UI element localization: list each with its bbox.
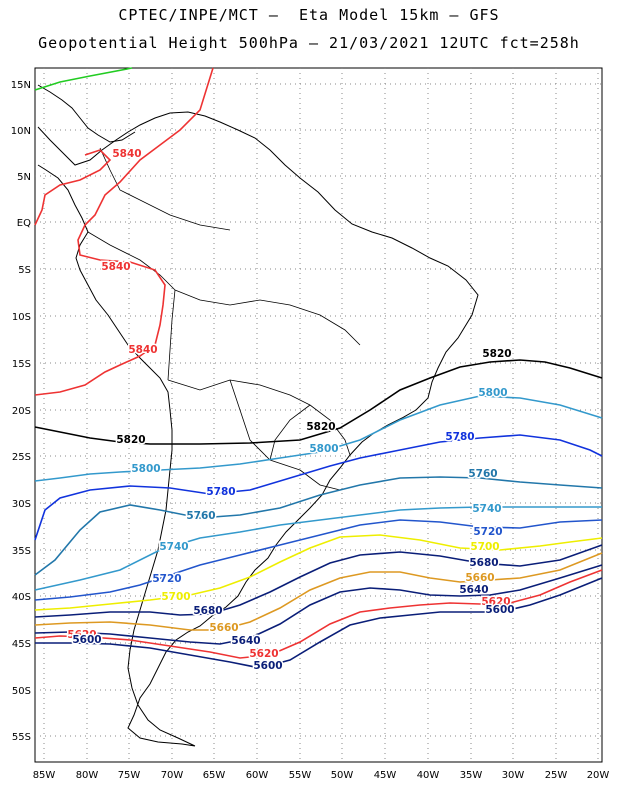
lon-label: 40W (417, 770, 440, 781)
contour-5600 (35, 577, 603, 669)
contour-label-5700: 5700 (161, 591, 190, 603)
contour-label-5700: 5700 (470, 541, 499, 553)
lat-label: 5N (17, 172, 31, 183)
lon-label: 45W (374, 770, 397, 781)
lon-label: 85W (33, 770, 56, 781)
lat-label: 25S (12, 452, 31, 463)
lat-label: 20S (12, 406, 31, 417)
contour-label-5800: 5800 (131, 463, 160, 475)
contour-label-5620: 5620 (481, 596, 510, 608)
contour-5800 (34, 395, 603, 482)
contour-label-5740: 5740 (472, 503, 501, 515)
axis-labels: 15N 10N 5N EQ 5S 10S 15S 20S 25S 30S 35S 40S 45S 50S 5… (11, 80, 610, 781)
central-america (37, 84, 136, 143)
lon-label: 70W (161, 770, 184, 781)
title-line-2: Geopotential Height 500hPa – 21/03/2021 … (38, 34, 580, 52)
lon-label: 25W (545, 770, 568, 781)
lat-label: 10S (12, 312, 31, 323)
contour-label-5800: 5800 (478, 387, 507, 399)
lat-label: 55S (12, 732, 31, 743)
contour-label-5740: 5740 (159, 541, 188, 553)
lat-label: 40S (12, 592, 31, 603)
contour-5680 (34, 544, 603, 618)
contour-label-5600: 5600 (72, 634, 101, 646)
lat-label: 35S (12, 546, 31, 557)
contour-green (34, 67, 133, 91)
contour-label-5800: 5800 (309, 443, 338, 455)
contour-label-5760: 5760 (468, 468, 497, 480)
country-borders (87, 147, 361, 491)
contour-5640 (34, 564, 603, 645)
lon-label: 20W (587, 770, 610, 781)
lon-label: 55W (289, 770, 312, 781)
lon-label: 30W (502, 770, 525, 781)
contour-label-5820: 5820 (306, 421, 335, 433)
contour-label-5660: 5660 (209, 622, 238, 634)
contour-label-5720: 5720 (152, 573, 181, 585)
south-america-coast (37, 111, 479, 747)
contour-label-5680: 5680 (469, 557, 498, 569)
contour-label-5640: 5640 (231, 635, 260, 647)
contour-5720 (34, 519, 603, 601)
coastlines (37, 84, 479, 747)
lon-label: 65W (203, 770, 226, 781)
contour-label-5620: 5620 (67, 629, 96, 641)
lat-label: 10N (11, 126, 31, 137)
lat-label: EQ (17, 218, 31, 229)
lat-label: 45S (12, 639, 31, 650)
contour-label-5600: 5600 (485, 604, 514, 616)
contour-label-5760: 5760 (186, 510, 215, 522)
contour-label-5600: 5600 (253, 660, 282, 672)
contour-5660 (34, 552, 603, 631)
contour-label-5840: 5840 (101, 261, 130, 273)
contour-label-5660: 5660 (465, 572, 494, 584)
lat-label: 15N (11, 80, 31, 91)
contour-label-5780: 5780 (206, 486, 235, 498)
contour-label-5720: 5720 (473, 526, 502, 538)
contour-5760 (34, 476, 603, 576)
contour-label-5820: 5820 (482, 348, 511, 360)
contour-label-5640: 5640 (459, 584, 488, 596)
contour-labels: 5840 5840 5840 5820 5820 5820 5800 5800 5800 5780… (66, 147, 516, 674)
lon-label: 80W (76, 770, 99, 781)
lat-label: 50S (12, 686, 31, 697)
contour-5820 (34, 359, 603, 445)
contour-5780 (34, 434, 603, 541)
contour-label-5780: 5780 (445, 431, 474, 443)
lon-label: 60W (246, 770, 269, 781)
contour-label-5840: 5840 (128, 344, 157, 356)
contour-lines (34, 67, 603, 669)
lon-label: 50W (331, 770, 354, 781)
title-line-1: CPTEC/INPE/MCT – Eta Model 15km – GFS (118, 6, 500, 24)
contour-5840 (34, 149, 112, 226)
contour-5620 (34, 569, 603, 659)
contour-label-5840: 5840 (112, 148, 141, 160)
lon-label: 35W (460, 770, 483, 781)
contour-5740 (34, 506, 602, 591)
contour-5700 (34, 534, 603, 611)
contour-label-5820: 5820 (116, 434, 145, 446)
gridlines (35, 68, 602, 762)
contour-label-5680: 5680 (193, 605, 222, 617)
lat-label: 5S (18, 265, 31, 276)
lon-label: 75W (118, 770, 141, 781)
contour-label-5620: 5620 (249, 648, 278, 660)
lat-label: 15S (12, 359, 31, 370)
map-frame (34, 67, 603, 763)
lat-label: 30S (12, 499, 31, 510)
contour-5840 (34, 67, 214, 396)
